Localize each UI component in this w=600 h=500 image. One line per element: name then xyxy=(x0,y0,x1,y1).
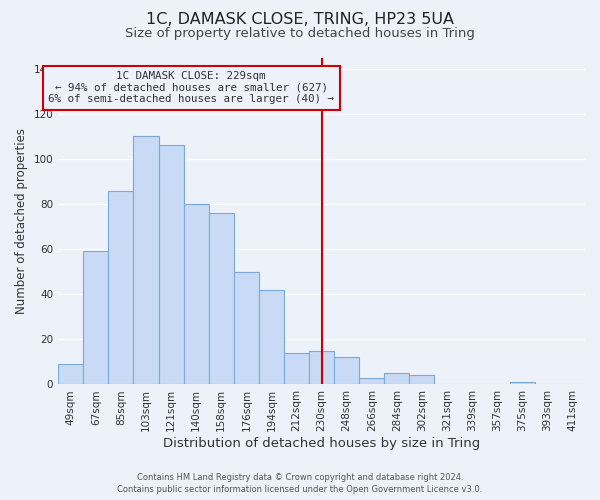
Bar xyxy=(209,213,234,384)
Bar xyxy=(158,146,184,384)
Text: Size of property relative to detached houses in Tring: Size of property relative to detached ho… xyxy=(125,28,475,40)
Bar xyxy=(109,190,133,384)
X-axis label: Distribution of detached houses by size in Tring: Distribution of detached houses by size … xyxy=(163,437,480,450)
Text: 1C DAMASK CLOSE: 229sqm
← 94% of detached houses are smaller (627)
6% of semi-de: 1C DAMASK CLOSE: 229sqm ← 94% of detache… xyxy=(48,71,334,104)
Bar xyxy=(184,204,209,384)
Bar xyxy=(510,382,535,384)
Bar xyxy=(234,272,259,384)
Bar xyxy=(83,252,109,384)
Text: 1C, DAMASK CLOSE, TRING, HP23 5UA: 1C, DAMASK CLOSE, TRING, HP23 5UA xyxy=(146,12,454,28)
Bar xyxy=(385,373,409,384)
Bar xyxy=(359,378,385,384)
Y-axis label: Number of detached properties: Number of detached properties xyxy=(15,128,28,314)
Bar xyxy=(409,376,434,384)
Bar xyxy=(284,353,309,384)
Bar xyxy=(309,350,334,384)
Text: Contains HM Land Registry data © Crown copyright and database right 2024.
Contai: Contains HM Land Registry data © Crown c… xyxy=(118,472,482,494)
Bar xyxy=(334,358,359,384)
Bar xyxy=(133,136,158,384)
Bar xyxy=(259,290,284,384)
Bar xyxy=(58,364,83,384)
